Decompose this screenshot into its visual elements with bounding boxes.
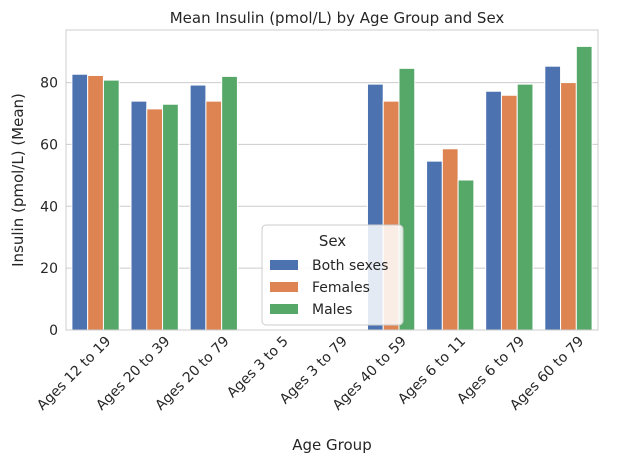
legend-box (261, 224, 404, 326)
legend-label: Females (312, 280, 370, 296)
legend-swatch (270, 304, 298, 314)
bar (130, 100, 148, 331)
bar (544, 65, 562, 331)
y-tick-label: 0 (49, 323, 58, 339)
bar (560, 82, 577, 331)
y-tick-label: 60 (40, 137, 58, 153)
bar (146, 108, 164, 331)
legend-label: Males (312, 302, 352, 318)
y-axis-label: Insulin (pmol/L) (Mean) (9, 93, 27, 267)
bar (102, 79, 120, 331)
x-axis-label: Age Group (292, 436, 371, 454)
y-tick-label: 40 (40, 199, 58, 215)
bar (71, 73, 89, 331)
bar (441, 148, 459, 331)
bar (426, 160, 443, 331)
bar (189, 84, 207, 331)
y-tick-label: 80 (40, 76, 58, 92)
bar (500, 94, 518, 331)
legend-swatch (270, 282, 298, 292)
y-tick-labels: 0 20 40 60 80 (40, 76, 58, 339)
bar (162, 103, 179, 331)
bar (221, 75, 238, 331)
legend: Sex Both sexes Females Males (261, 224, 404, 326)
bar (485, 90, 502, 331)
bar (575, 45, 593, 331)
bar (516, 83, 534, 331)
bar (457, 179, 475, 331)
chart-title: Mean Insulin (pmol/L) by Age Group and S… (170, 9, 505, 27)
legend-label: Both sexes (312, 258, 388, 274)
plot-frame (65, 29, 599, 331)
y-tick-label: 20 (40, 261, 58, 277)
bar (205, 100, 223, 331)
bar (87, 74, 104, 331)
legend-swatch (270, 260, 298, 270)
legend-title: Sex (319, 232, 346, 250)
